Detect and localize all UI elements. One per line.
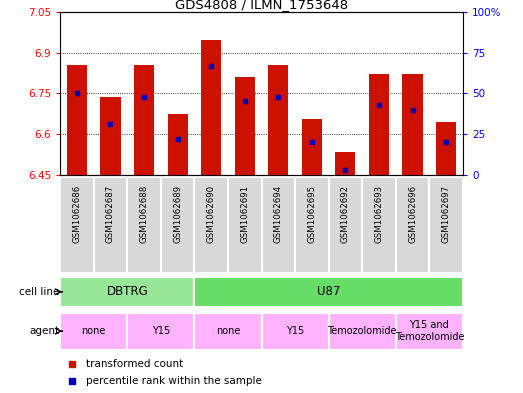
Bar <box>403 74 423 175</box>
Bar <box>335 152 356 175</box>
Bar <box>268 65 288 175</box>
Bar <box>94 177 127 273</box>
Bar <box>60 312 127 350</box>
Text: agent: agent <box>29 326 60 336</box>
Bar <box>262 312 328 350</box>
Bar <box>195 177 228 273</box>
Bar <box>396 177 429 273</box>
Bar <box>429 177 463 273</box>
Text: none: none <box>82 326 106 336</box>
Bar <box>67 65 87 175</box>
Text: Y15: Y15 <box>286 326 304 336</box>
Text: GSM1062694: GSM1062694 <box>274 185 283 243</box>
Bar <box>201 40 221 175</box>
Bar <box>302 119 322 175</box>
Bar <box>295 177 328 273</box>
Bar <box>228 177 262 273</box>
Text: GSM1062696: GSM1062696 <box>408 185 417 243</box>
Text: U87: U87 <box>317 285 340 298</box>
Text: GSM1062692: GSM1062692 <box>341 185 350 243</box>
Text: cell line: cell line <box>19 287 60 297</box>
Bar <box>100 97 121 175</box>
Bar <box>328 312 396 350</box>
Text: transformed count: transformed count <box>86 358 184 369</box>
Bar <box>362 177 396 273</box>
Text: GSM1062689: GSM1062689 <box>173 185 182 243</box>
Bar <box>167 114 188 175</box>
Title: GDS4808 / ILMN_1753648: GDS4808 / ILMN_1753648 <box>175 0 348 11</box>
Text: Y15 and
Temozolomide: Y15 and Temozolomide <box>394 320 464 342</box>
Bar <box>60 177 94 273</box>
Text: none: none <box>216 326 240 336</box>
Bar <box>127 312 195 350</box>
Text: Temozolomide: Temozolomide <box>327 326 397 336</box>
Text: DBTRG: DBTRG <box>106 285 148 298</box>
Text: GSM1062688: GSM1062688 <box>140 185 149 243</box>
Text: percentile rank within the sample: percentile rank within the sample <box>86 376 262 386</box>
Bar <box>134 65 154 175</box>
Bar <box>127 177 161 273</box>
Text: GSM1062693: GSM1062693 <box>374 185 383 243</box>
Bar <box>396 312 463 350</box>
Text: Y15: Y15 <box>152 326 170 336</box>
Text: GSM1062690: GSM1062690 <box>207 185 215 243</box>
Bar <box>369 74 389 175</box>
Text: GSM1062697: GSM1062697 <box>441 185 451 243</box>
Bar <box>436 122 456 175</box>
Text: GSM1062691: GSM1062691 <box>240 185 249 243</box>
Text: GSM1062686: GSM1062686 <box>72 185 82 243</box>
Bar <box>161 177 195 273</box>
Text: GSM1062687: GSM1062687 <box>106 185 115 243</box>
Text: GSM1062695: GSM1062695 <box>308 185 316 243</box>
Bar <box>195 277 463 307</box>
Bar <box>60 277 195 307</box>
Bar <box>328 177 362 273</box>
Bar <box>195 312 262 350</box>
Bar <box>262 177 295 273</box>
Bar <box>235 77 255 175</box>
